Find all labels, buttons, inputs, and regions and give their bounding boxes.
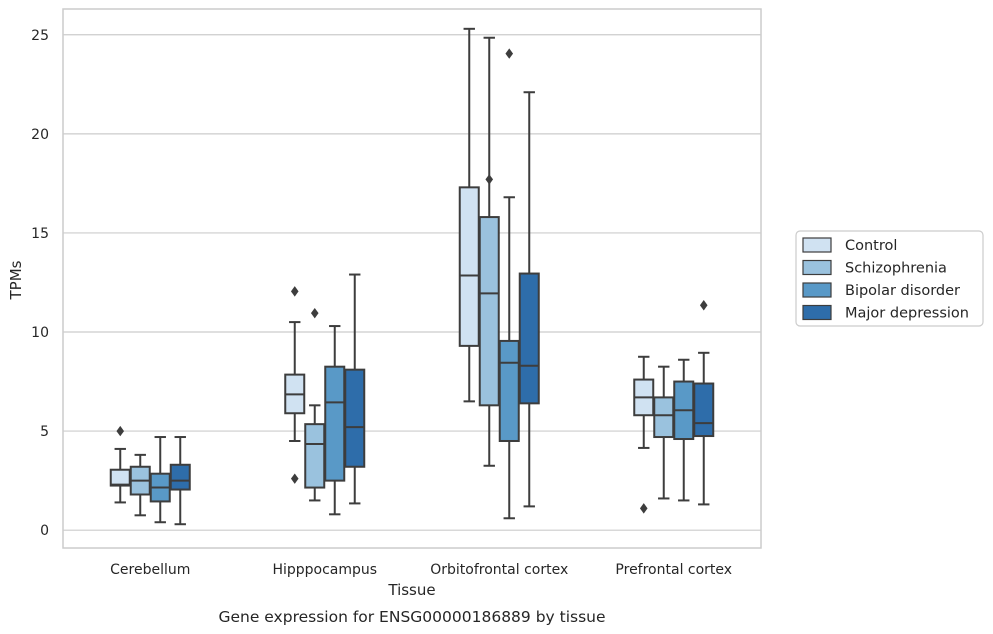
box-iqr: [324, 365, 346, 482]
legend-swatch: [802, 237, 832, 253]
box-element: [498, 48, 520, 520]
x-tick-label: Cerebellum: [110, 562, 190, 578]
box-element: [109, 425, 131, 504]
x-axis-label: Tissue: [387, 581, 435, 599]
series-schizophrenia: [129, 36, 675, 517]
x-tick-label: Orbitofrontal cortex: [430, 562, 568, 578]
series-control: [109, 27, 655, 514]
y-tick-label: 25: [31, 28, 49, 44]
box-iqr: [478, 216, 500, 407]
y-axis-ticks: 0 5 10 15 20 25: [31, 28, 49, 539]
legend-label: Control: [845, 238, 897, 254]
outlier-point: [290, 286, 299, 297]
box-iqr: [169, 463, 191, 491]
box-element: [304, 307, 326, 502]
legend: Control Schizophrenia Bipolar disorder Majo…: [795, 230, 984, 327]
legend-label: Bipolar disorder: [845, 283, 960, 299]
x-tick-label: Hipppocampus: [272, 562, 377, 578]
outlier-point: [310, 307, 319, 319]
outlier-point: [639, 503, 648, 514]
series-bipolar-disorder: [149, 48, 695, 524]
y-tick-label: 5: [40, 424, 49, 440]
box-iqr: [109, 468, 131, 487]
legend-frame: [795, 230, 984, 327]
legend-swatch: [802, 304, 832, 321]
box-iqr: [653, 396, 675, 439]
box-element: [324, 325, 346, 516]
box-element: [478, 36, 500, 467]
legend-label: Schizophrenia: [845, 261, 947, 277]
x-tick-label: Prefrontal cortex: [615, 562, 732, 578]
box-iqr: [344, 368, 366, 468]
outlier-point: [290, 473, 299, 484]
y-tick-label: 10: [31, 325, 49, 341]
chart-caption: Gene expression for ENSG00000186889 by t…: [218, 608, 605, 626]
legend-swatch: [802, 282, 832, 298]
y-tick-label: 20: [31, 127, 49, 143]
box-element: [693, 300, 715, 506]
box-element: [169, 436, 191, 526]
series-major-depression: [169, 91, 715, 526]
box-iqr: [518, 272, 540, 405]
plot-border: [62, 8, 762, 549]
plot-frame: [62, 8, 762, 549]
y-axis-label: TPMs: [7, 260, 25, 300]
box-element: [458, 27, 480, 403]
box-plot-series: [109, 27, 715, 526]
box-iqr: [693, 382, 715, 438]
outlier-point: [116, 425, 125, 437]
legend-label: Major depression: [845, 306, 969, 322]
x-axis-ticks: Cerebellum Hipppocampus Orbitofrontal cort…: [110, 562, 732, 578]
box-element: [149, 436, 171, 524]
gridlines: [63, 34, 761, 531]
outlier-point: [505, 48, 514, 59]
y-tick-label: 0: [40, 523, 49, 539]
legend-swatch: [802, 259, 832, 276]
y-tick-label: 15: [31, 226, 49, 242]
box-element: [633, 355, 655, 514]
box-element: [653, 365, 675, 500]
box-element: [344, 273, 366, 505]
box-element: [129, 453, 151, 517]
box-iqr: [498, 339, 520, 442]
outlier-point: [485, 174, 494, 185]
box-iqr: [304, 423, 326, 489]
box-iqr: [458, 186, 480, 347]
box-element: [673, 358, 695, 502]
outlier-point: [699, 300, 708, 311]
box-element: [284, 286, 306, 484]
box-element: [518, 91, 540, 508]
